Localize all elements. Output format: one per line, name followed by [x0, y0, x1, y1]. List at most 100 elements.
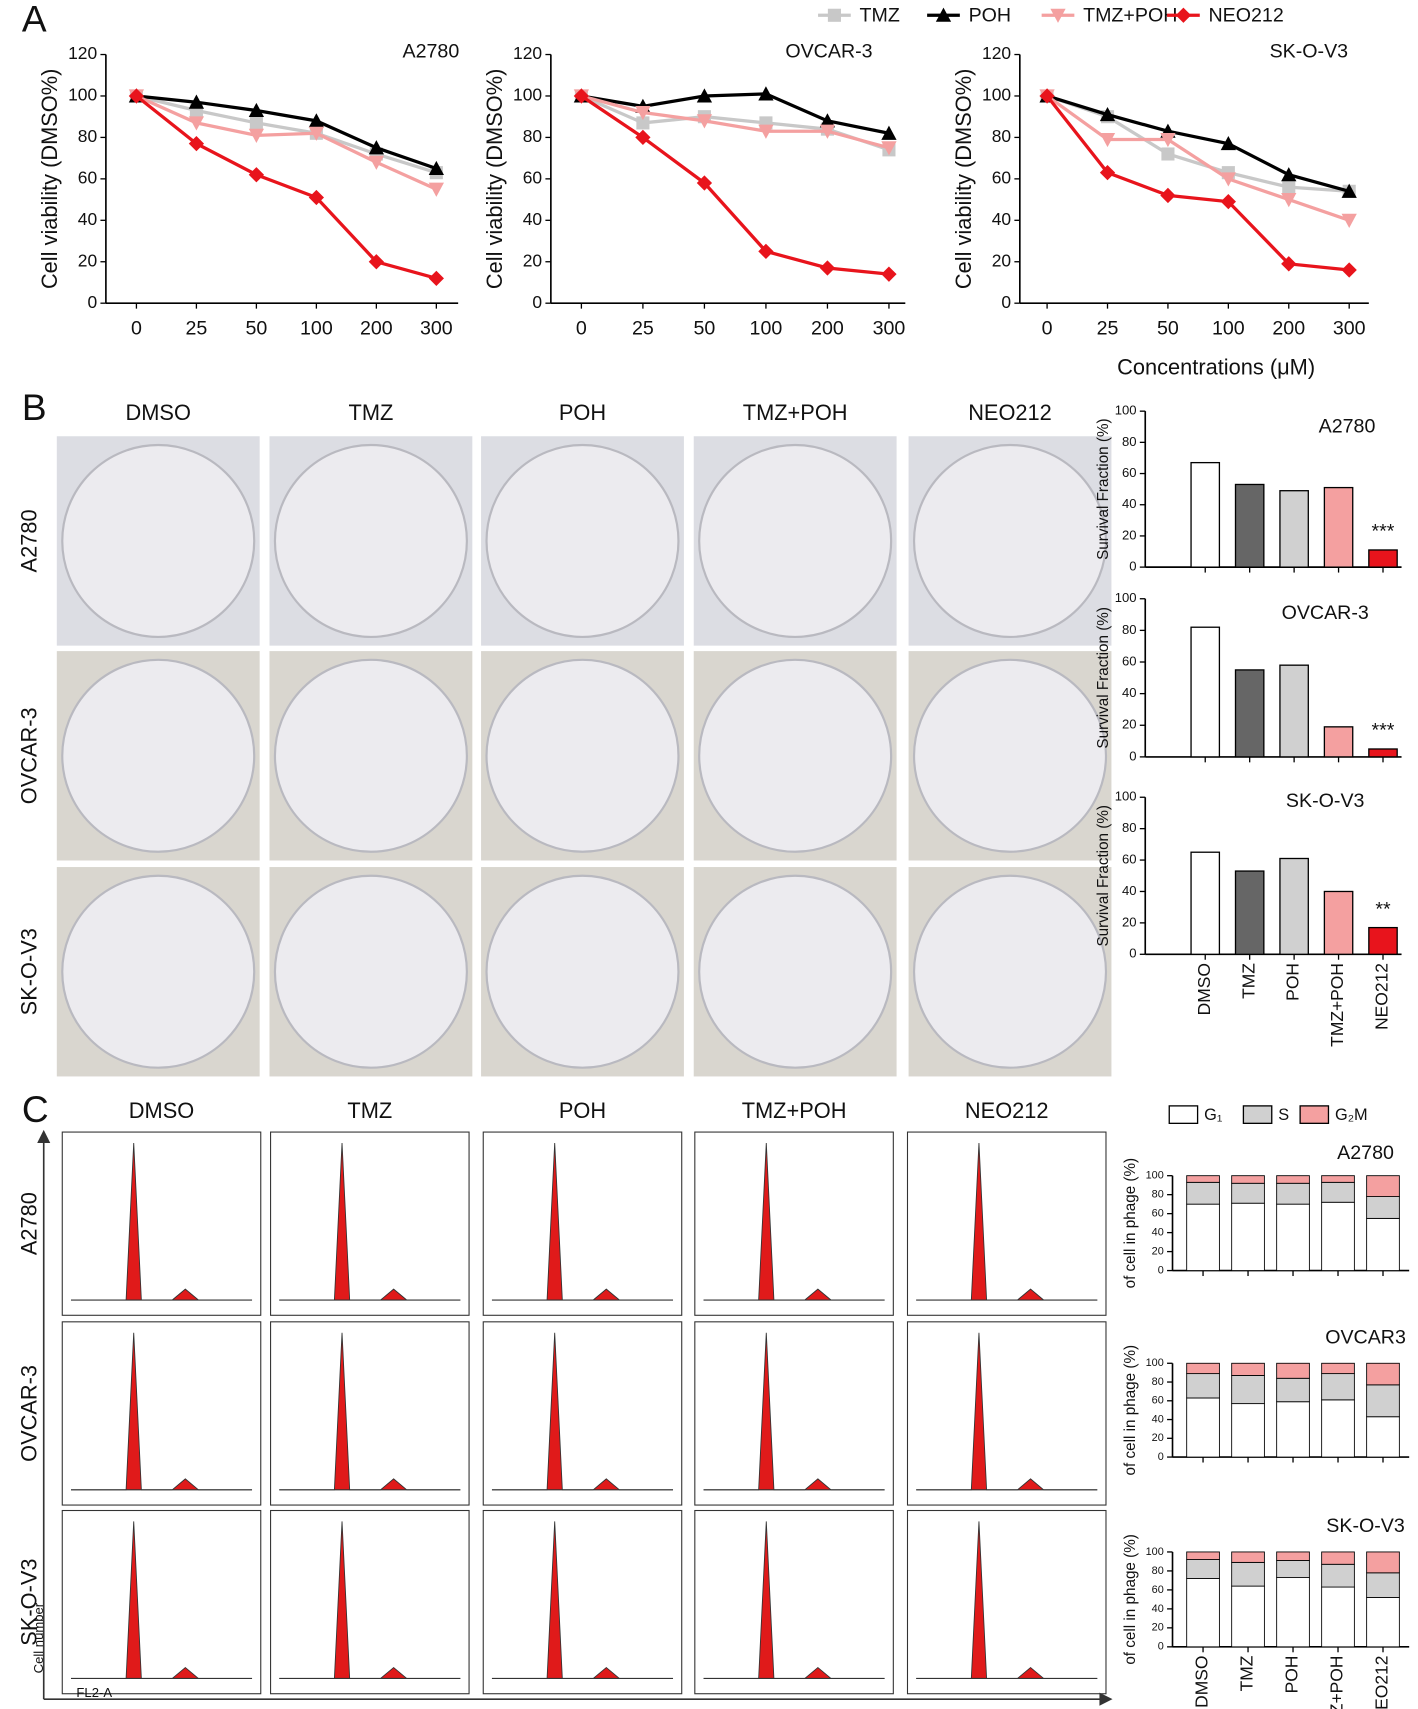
marker — [428, 270, 444, 286]
x-tick-label: TMZ — [1238, 963, 1258, 999]
bar-segment — [1276, 1362, 1310, 1379]
axis-title: Concentrations (μM) — [1117, 354, 1315, 379]
bar — [1368, 748, 1398, 758]
x-tick-label: TMZ+POH — [1327, 1656, 1347, 1709]
bar-segment — [1321, 1362, 1355, 1375]
y-tick-label: 40 — [1152, 1413, 1164, 1425]
row-label: SK-O-V3 — [16, 928, 41, 1015]
bar-segment — [1276, 1551, 1310, 1561]
chart-title: SK-O-V3 — [1286, 790, 1365, 812]
legend-swatch — [1242, 1105, 1273, 1124]
y-tick-label: 100 — [1115, 789, 1137, 804]
bar-segment — [1276, 1377, 1310, 1403]
x-tick-label: 0 — [1042, 318, 1053, 340]
y-tick-label: 100 — [68, 85, 97, 105]
row-label: OVCAR-3 — [16, 707, 41, 804]
bar-segment — [1366, 1217, 1400, 1272]
y-axis-title: Survival Fraction (%) — [1095, 418, 1112, 560]
bar — [1234, 870, 1265, 955]
y-tick-label: 100 — [1115, 590, 1137, 605]
series-line — [136, 94, 437, 171]
x-tick-label: 300 — [420, 318, 453, 340]
arrow-head — [37, 1129, 51, 1143]
dish — [273, 443, 468, 639]
bar-segment — [1276, 1577, 1310, 1648]
marker — [1281, 256, 1297, 272]
y-tick-label: 60 — [992, 167, 1012, 187]
y-tick-label: 80 — [1152, 1565, 1164, 1577]
axis-title: Cell number — [31, 1602, 46, 1673]
column-label: TMZ+POH — [743, 400, 848, 425]
bar — [1279, 857, 1309, 955]
marker — [1220, 136, 1236, 151]
marker — [1175, 7, 1192, 23]
x-tick-label: TMZ+POH — [1327, 963, 1347, 1047]
y-axis-title: Survival Fraction (%) — [1095, 805, 1112, 947]
y-axis-title: Cell viability (DMSO%) — [482, 69, 507, 289]
marker — [1099, 132, 1116, 148]
marker — [428, 160, 444, 176]
bar-segment — [1231, 1175, 1265, 1184]
dish — [485, 874, 680, 1069]
series-line — [580, 94, 890, 276]
legend-swatch — [1299, 1105, 1330, 1124]
bar-segment — [1231, 1202, 1265, 1272]
bar-segment — [1276, 1401, 1310, 1458]
bar-segment — [1321, 1175, 1355, 1183]
x-tick-label: 300 — [1333, 318, 1366, 340]
histogram-panel — [694, 1321, 894, 1506]
column-label: DMSO — [129, 1098, 194, 1123]
x-tick-label: 300 — [873, 318, 906, 340]
y-tick-label: 40 — [1152, 1603, 1164, 1615]
marker — [128, 88, 145, 104]
bar-segment — [1366, 1362, 1400, 1386]
y-tick-label: 60 — [1152, 1584, 1164, 1596]
histogram-panel — [906, 1131, 1107, 1316]
significance: ** — [1375, 898, 1391, 920]
chart-title: A2780 — [1337, 1142, 1394, 1164]
y-tick-label: 80 — [1152, 1189, 1164, 1201]
histogram-panel — [61, 1131, 262, 1316]
legend-label: POH — [969, 5, 1012, 27]
marker — [308, 113, 325, 128]
bar-segment — [1321, 1373, 1355, 1401]
column-label: DMSO — [126, 400, 191, 425]
bar — [1190, 851, 1221, 955]
bar-segment — [1321, 1399, 1355, 1458]
marker — [1220, 194, 1236, 210]
chart-title: OVCAR3 — [1325, 1326, 1406, 1348]
marker — [819, 113, 836, 128]
bar — [1323, 726, 1354, 758]
y-tick-label: 80 — [523, 126, 543, 146]
y-tick-label: 80 — [1122, 434, 1137, 449]
x-tick-label: 50 — [1157, 318, 1179, 340]
x-tick-label: 50 — [245, 318, 267, 340]
marker — [758, 243, 774, 260]
legend-label: TMZ — [860, 5, 900, 27]
marker — [1039, 88, 1055, 104]
legend-label: TMZ+POH — [1083, 5, 1177, 27]
y-tick-label: 60 — [78, 167, 98, 187]
dish — [698, 443, 893, 639]
column-label: TMZ — [349, 400, 394, 425]
marker — [1281, 193, 1297, 208]
y-tick-label: 0 — [1158, 1641, 1164, 1653]
x-tick-label: 0 — [131, 318, 142, 340]
marker — [635, 106, 651, 121]
dish — [61, 443, 256, 639]
y-tick-label: 40 — [1152, 1226, 1164, 1238]
histogram-panel — [270, 1131, 470, 1316]
marker — [249, 116, 263, 130]
marker — [188, 94, 205, 109]
y-tick-label: 20 — [78, 250, 98, 270]
bar-segment — [1186, 1373, 1220, 1399]
y-tick-label: 20 — [1122, 527, 1137, 542]
series-line — [135, 94, 437, 280]
x-tick-label: TMZ — [1237, 1655, 1257, 1691]
marker — [368, 140, 384, 155]
y-tick-label: 60 — [1152, 1395, 1164, 1407]
y-tick-label: 0 — [87, 292, 97, 312]
legend-label: G₂M — [1335, 1106, 1368, 1124]
panel-label: A — [22, 0, 47, 40]
bar — [1190, 461, 1221, 568]
